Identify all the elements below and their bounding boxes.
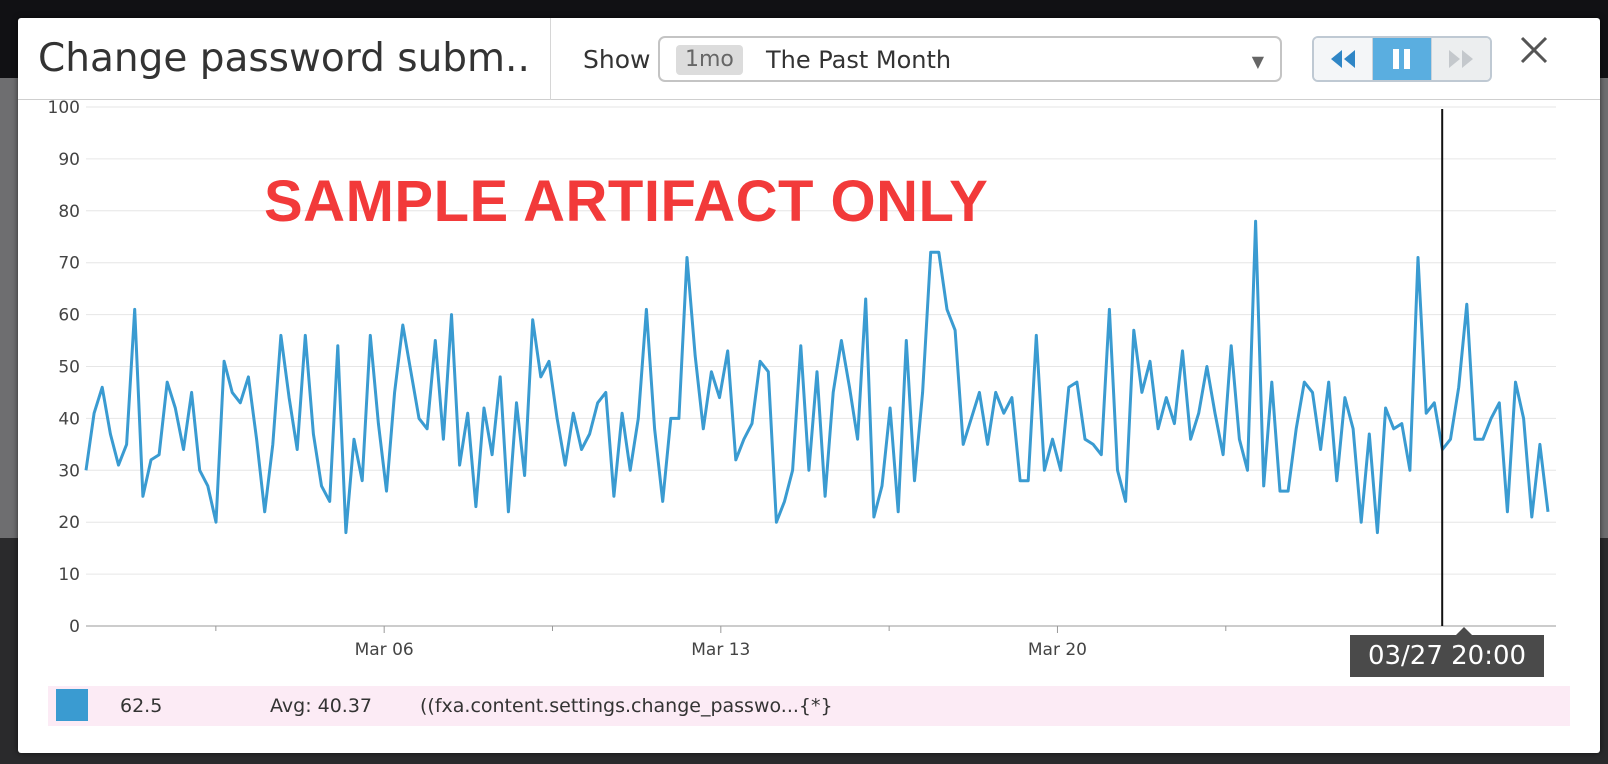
y-tick-label: 40	[58, 409, 80, 429]
y-tick-label: 60	[58, 306, 80, 326]
graph-title: Change password subm...	[38, 36, 528, 81]
rewind-icon	[1331, 50, 1355, 68]
watermark-text: SAMPLE ARTIFACT ONLY	[264, 169, 989, 234]
y-tick-label: 20	[58, 513, 80, 533]
y-tick-label: 80	[58, 202, 80, 222]
y-tick-label: 0	[69, 617, 80, 637]
close-button[interactable]	[1514, 30, 1554, 70]
playback-controls	[1312, 36, 1492, 82]
graph-modal: Change password subm... Show 1mo The Pas…	[18, 18, 1600, 753]
timeseries-chart[interactable]: 0 10 20 30 40 50 60 70 80 90 100 Mar 06 Mar 13 Mar 20	[18, 98, 1600, 690]
y-tick-label: 50	[58, 358, 80, 378]
legend-color-swatch	[56, 689, 88, 721]
series-line	[84, 219, 1550, 535]
fast-forward-icon	[1449, 50, 1473, 68]
timeframe-select[interactable]: 1mo The Past Month ▼	[658, 36, 1282, 82]
y-tick-label: 70	[58, 254, 80, 274]
header-divider	[550, 18, 551, 100]
pause-button[interactable]	[1372, 38, 1431, 80]
timeframe-badge: 1mo	[676, 45, 743, 75]
pause-icon	[1393, 49, 1410, 69]
cursor-date-tooltip: 03/27 20:00	[1350, 635, 1544, 677]
y-tick-label: 100	[48, 100, 80, 118]
x-tick-label: Mar 13	[691, 640, 750, 660]
cursor-tooltip-arrow	[1456, 627, 1472, 635]
close-icon	[1520, 36, 1548, 64]
y-tick-label: 10	[58, 565, 80, 585]
legend-average: Avg: 40.37	[270, 695, 373, 717]
legend-query: ((fxa.content.settings.change_passwo...{…	[420, 695, 833, 717]
chart-area[interactable]: 0 10 20 30 40 50 60 70 80 90 100 Mar 06 Mar 13 Mar 20	[18, 98, 1600, 690]
y-tick-label: 90	[58, 150, 80, 170]
x-tick-label: Mar 06	[355, 640, 414, 660]
legend-current-value: 62.5	[120, 695, 163, 717]
y-tick-label: 30	[58, 461, 80, 481]
rewind-button[interactable]	[1314, 38, 1372, 80]
show-label: Show	[583, 45, 651, 74]
x-tick-label: Mar 20	[1028, 640, 1087, 660]
legend-row[interactable]: 62.5 Avg: 40.37 ((fxa.content.settings.c…	[48, 686, 1570, 726]
timeframe-label: The Past Month	[766, 46, 952, 74]
fast-forward-button[interactable]	[1431, 38, 1490, 80]
chevron-down-icon: ▼	[1251, 52, 1264, 71]
modal-header: Change password subm... Show 1mo The Pas…	[18, 18, 1600, 100]
